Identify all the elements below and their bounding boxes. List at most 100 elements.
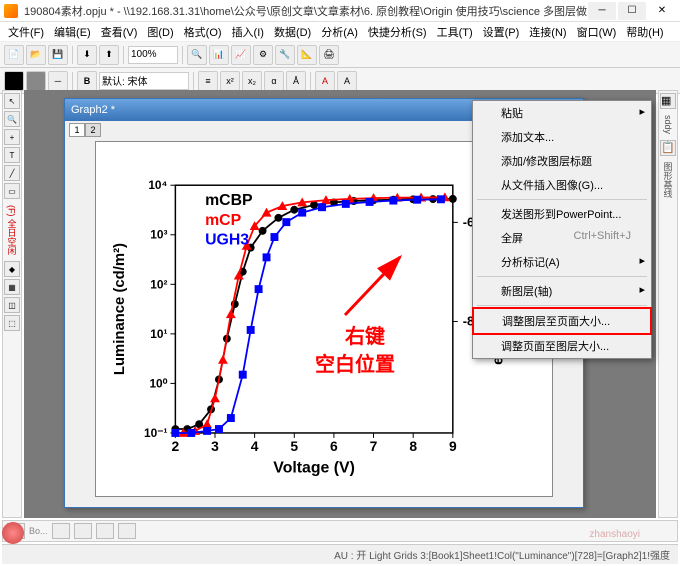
palette-2[interactable]	[26, 71, 46, 91]
obj-mgr[interactable]: 📋	[660, 140, 676, 156]
align-left[interactable]: ≡	[198, 71, 218, 91]
app-icon	[4, 4, 18, 18]
menu-分析(A)[interactable]: 分析(A)	[317, 22, 362, 42]
tool-4[interactable]: ⚙	[253, 45, 273, 65]
import-button[interactable]: ⬇	[77, 45, 97, 65]
plot-type-2[interactable]	[74, 523, 92, 539]
menu-窗口(W)[interactable]: 窗口(W)	[573, 22, 621, 42]
toolbar-1: 📄 📂 💾 ⬇ ⬆ 🔍 📊 📈 ⚙ 🔧 📐 🖨	[0, 42, 680, 68]
left-dock: ↖ 🔍 + T ╱ ▭ (F) 全日空闲 ◆ ▦ ◫ ⬚	[2, 90, 22, 518]
sub-button[interactable]: x₂	[242, 71, 262, 91]
mask-tool[interactable]: ▦	[4, 279, 20, 295]
save-button[interactable]: 💾	[48, 45, 68, 65]
tool-6[interactable]: 📐	[297, 45, 317, 65]
menu-插入(I)[interactable]: 插入(I)	[228, 22, 268, 42]
svg-text:10⁻¹: 10⁻¹	[144, 426, 167, 440]
layer-tabs: 1 2	[69, 123, 101, 137]
menu-item[interactable]: 从文件插入图像(G)...	[473, 173, 651, 197]
menu-item[interactable]: 调整图层至页面大小...	[472, 307, 652, 335]
menu-item[interactable]: 全屏Ctrl+Shift+J	[473, 226, 651, 250]
svg-text:mCBP: mCBP	[205, 192, 253, 209]
menu-格式(O)[interactable]: 格式(O)	[180, 22, 226, 42]
sup-button[interactable]: x²	[220, 71, 240, 91]
export-button[interactable]: ⬆	[99, 45, 119, 65]
menu-文件(F)[interactable]: 文件(F)	[4, 22, 48, 42]
close-button[interactable]: ✕	[648, 2, 676, 20]
tab-2[interactable]: 2	[85, 123, 101, 137]
svg-text:8: 8	[409, 438, 417, 454]
tool-2[interactable]: 📊	[209, 45, 229, 65]
menu-图(D)[interactable]: 图(D)	[143, 22, 177, 42]
svg-text:10⁰: 10⁰	[149, 376, 167, 390]
menubar: 文件(F)编辑(E)查看(V)图(D)格式(O)插入(I)数据(D)分析(A)快…	[0, 22, 680, 42]
greek-button[interactable]: α	[264, 71, 284, 91]
menu-item[interactable]: 新图层(轴)	[473, 279, 651, 303]
menu-编辑(E)[interactable]: 编辑(E)	[50, 22, 95, 42]
menu-数据(D)[interactable]: 数据(D)	[270, 22, 315, 42]
apps-label: sddy	[663, 111, 673, 138]
svg-text:5: 5	[290, 438, 298, 454]
font-combo[interactable]	[99, 72, 189, 90]
plot-type-1[interactable]	[52, 523, 70, 539]
text-tool[interactable]: T	[4, 147, 20, 163]
reader-tool[interactable]: +	[4, 129, 20, 145]
menu-查看(V)[interactable]: 查看(V)	[97, 22, 142, 42]
window-buttons: ─ ☐ ✕	[588, 2, 676, 20]
menu-连接(N)[interactable]: 连接(N)	[525, 22, 570, 42]
menu-item[interactable]: 添加/修改图层标题	[473, 149, 651, 173]
svg-text:10⁴: 10⁴	[148, 178, 167, 192]
zoom-combo[interactable]	[128, 46, 178, 64]
apps-button[interactable]: ▦	[660, 93, 676, 109]
menu-设置(P)[interactable]: 设置(P)	[479, 22, 524, 42]
roi-tool[interactable]: ⬚	[4, 315, 20, 331]
menu-item[interactable]: 发送图形到PowerPoint...	[473, 202, 651, 226]
plot-type-4[interactable]	[118, 523, 136, 539]
symbol-button[interactable]: Å	[286, 71, 306, 91]
pointer-tool[interactable]: ↖	[4, 93, 20, 109]
svg-text:10³: 10³	[150, 228, 167, 242]
menu-item[interactable]: 添加文本...	[473, 125, 651, 149]
menu-帮助(H)[interactable]: 帮助(H)	[622, 22, 667, 42]
svg-text:9: 9	[449, 438, 457, 454]
right-dock: ▦ sddy 📋 图形基线	[658, 90, 678, 518]
graph-title: Graph2 *	[71, 104, 517, 116]
maximize-button[interactable]: ☐	[618, 2, 646, 20]
svg-text:6: 6	[330, 438, 338, 454]
line-tool[interactable]: ╱	[4, 165, 20, 181]
menu-工具(T)[interactable]: 工具(T)	[433, 22, 477, 42]
tool-5[interactable]: 🔧	[275, 45, 295, 65]
plot-type-3[interactable]	[96, 523, 114, 539]
open-button[interactable]: 📂	[26, 45, 46, 65]
bold-button[interactable]: B	[77, 71, 97, 91]
menu-item[interactable]: 调整页面至图层大小...	[473, 334, 651, 358]
tool-7[interactable]: 🖨	[319, 45, 339, 65]
menu-item[interactable]: 粘贴	[473, 101, 651, 125]
tool-3[interactable]: 📈	[231, 45, 251, 65]
svg-text:3: 3	[211, 438, 219, 454]
new-button[interactable]: 📄	[4, 45, 24, 65]
menu-快捷分析(S)[interactable]: 快捷分析(S)	[364, 22, 431, 42]
bottom-toolbar: Bo...	[2, 520, 678, 542]
titlebar: 190804素材.opju * - \\192.168.31.31\home\公…	[0, 0, 680, 22]
menu-item[interactable]: 分析标记(A)	[473, 250, 651, 274]
window-title: 190804素材.opju * - \\192.168.31.31\home\公…	[24, 3, 588, 19]
tab-1[interactable]: 1	[69, 123, 85, 137]
obj-label: 图形基线	[662, 158, 675, 202]
palette-1[interactable]	[4, 71, 24, 91]
color-b[interactable]: A	[337, 71, 357, 91]
rect-tool[interactable]: ▭	[4, 183, 20, 199]
line-style[interactable]: ─	[48, 71, 68, 91]
tool-1[interactable]: 🔍	[187, 45, 207, 65]
book-label: Bo...	[29, 526, 48, 536]
zoom-tool[interactable]: 🔍	[4, 111, 20, 127]
minimize-button[interactable]: ─	[588, 2, 616, 20]
color-a[interactable]: A	[315, 71, 335, 91]
dock-label-1: (F) 全日空闲	[6, 201, 19, 259]
region-tool[interactable]: ◫	[4, 297, 20, 313]
origin-logo[interactable]	[2, 522, 24, 544]
marker-tool[interactable]: ◆	[4, 261, 20, 277]
svg-text:Luminance (cd/m²): Luminance (cd/m²)	[112, 243, 128, 375]
status-text: AU : 开 Light Grids 3:[Book1]Sheet1!Col("…	[334, 547, 670, 562]
statusbar: AU : 开 Light Grids 3:[Book1]Sheet1!Col("…	[2, 544, 678, 564]
svg-text:mCP: mCP	[205, 212, 242, 229]
